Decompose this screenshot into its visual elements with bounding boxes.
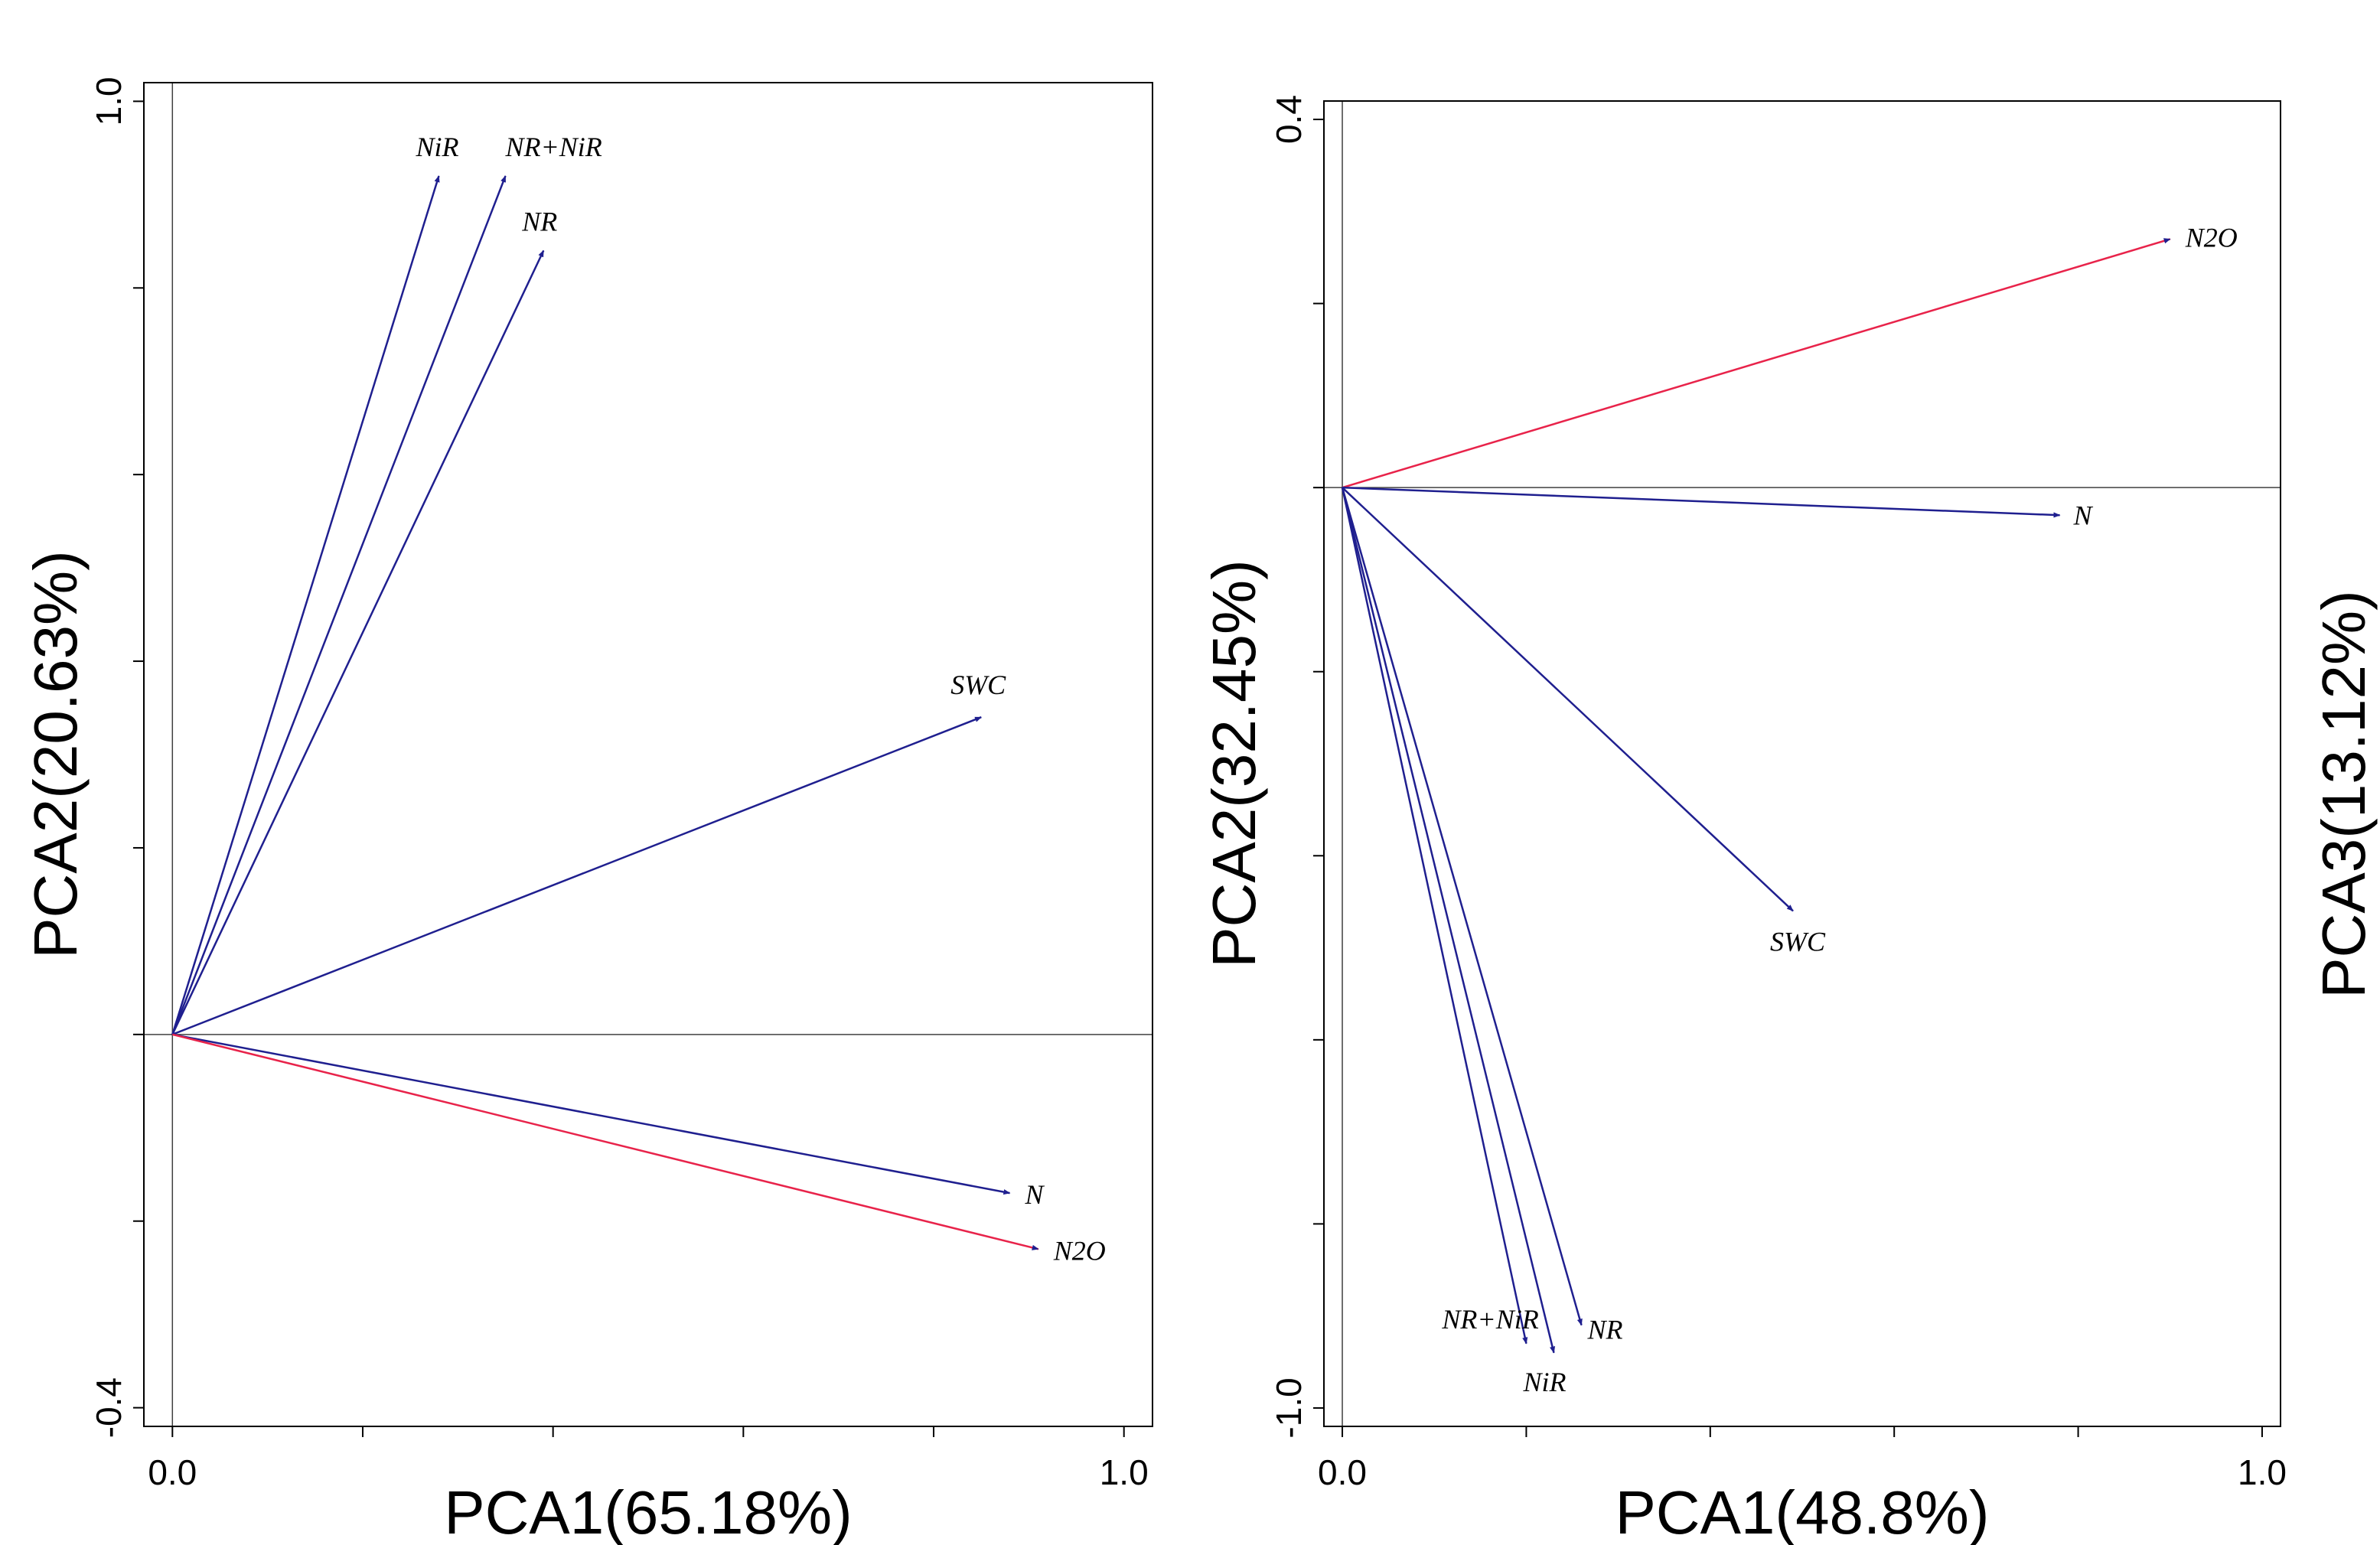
x-tick-label: 0.0 (1318, 1452, 1367, 1492)
vector-n2o (1342, 238, 2171, 489)
x-tick-label: 0.0 (148, 1452, 197, 1492)
vector-label: NR (1587, 1315, 1623, 1345)
y-tick-label: -1.0 (1269, 1377, 1309, 1438)
left-biplot-panel: 0.0 1.0 1.0 -0.4 PCA1(65.18%) PCA2(20.63%) NiR… (21, 77, 1153, 1545)
vector-label: NR+NiR (504, 132, 602, 162)
y-tick-label: 1.0 (89, 77, 129, 125)
plot-frame (1323, 100, 2281, 1427)
vector-label: NiR (415, 132, 458, 162)
vector-label: N (2073, 500, 2094, 530)
vector-nr (171, 249, 545, 1035)
vector-swc (1342, 487, 1794, 912)
plot-frame (143, 82, 1153, 1427)
y-axis-label: PCA2(32.45%) (1200, 559, 1268, 968)
y-axis-label: PCA2(20.63%) (21, 550, 90, 959)
x-axis-label: PCA1(48.8%) (1615, 1478, 1989, 1545)
x-tick-label: 1.0 (2238, 1452, 2287, 1492)
vector-nr-nir (1341, 487, 1528, 1345)
vector-n (1342, 486, 2061, 518)
vector-label: N2O (1053, 1235, 1106, 1266)
x-tick-label: 1.0 (1100, 1452, 1149, 1492)
vector-label: SWC (1770, 926, 1826, 957)
vector-label: NR+NiR (1441, 1304, 1538, 1335)
vector-nr-nir (171, 175, 507, 1035)
vector-label: N (1024, 1179, 1045, 1210)
x-axis-label: PCA1(65.18%) (444, 1478, 853, 1545)
vector-nr (1341, 487, 1583, 1326)
vector-label: SWC (950, 670, 1006, 700)
right-axis-label: PCA3(13.12%) (2310, 590, 2378, 999)
y-tick-label: -0.4 (89, 1377, 129, 1438)
y-tick-label: 0.4 (1269, 95, 1309, 144)
right-biplot-panel: 0.0 1.0 0.4 -1.0 PCA1(48.8%) PCA2(32.45%) PCA3… (1200, 95, 2378, 1545)
vector-swc (171, 716, 983, 1035)
vector-label: NiR (1522, 1367, 1566, 1397)
vector-n (172, 1033, 1011, 1195)
vector-n2o (172, 1033, 1039, 1250)
vector-label: N2O (2185, 222, 2238, 253)
vector-nir (1341, 487, 1556, 1354)
vector-label: NR (521, 207, 557, 237)
vector-nir (171, 175, 440, 1035)
